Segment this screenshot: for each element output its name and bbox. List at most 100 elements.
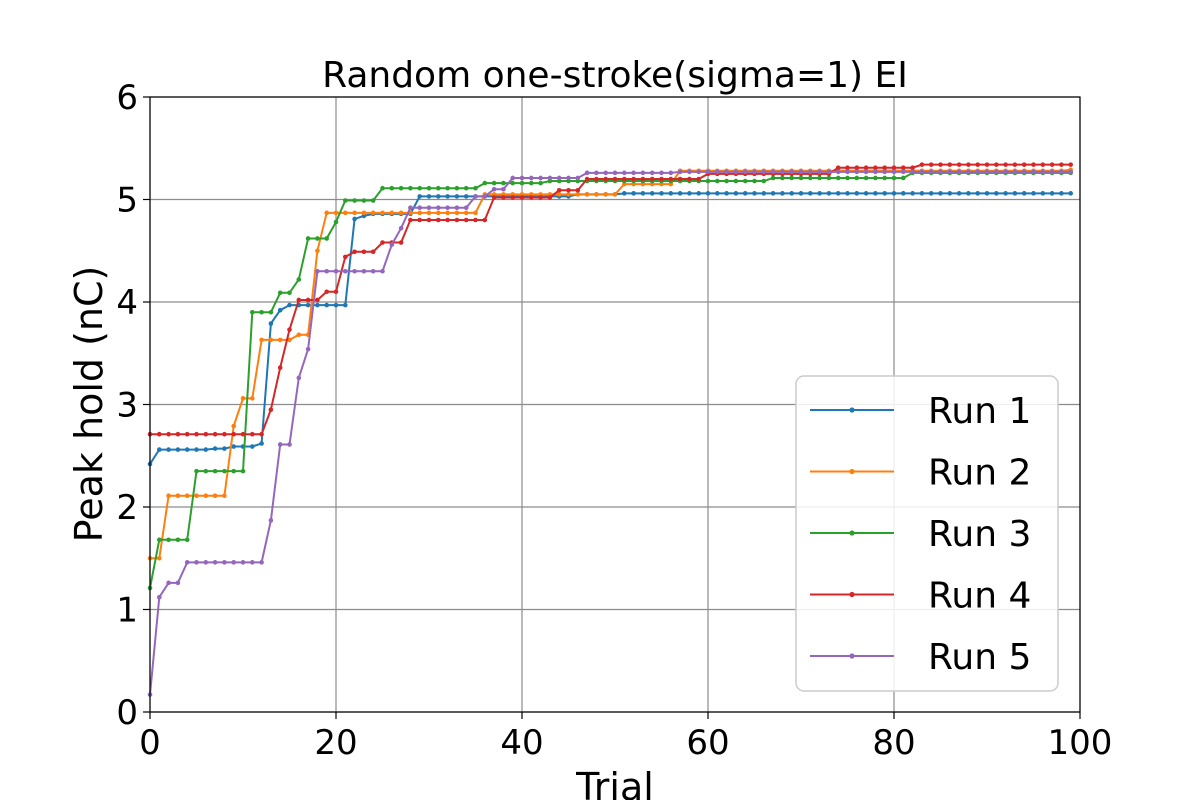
- data-point: [473, 217, 478, 223]
- data-point: [436, 194, 441, 199]
- data-point: [491, 195, 497, 200]
- data-point: [882, 191, 887, 196]
- data-point: [873, 169, 878, 175]
- data-point: [305, 346, 311, 352]
- data-point: [668, 170, 674, 176]
- data-point: [510, 175, 515, 181]
- data-point: [194, 560, 199, 565]
- data-point: [891, 191, 897, 196]
- data-point: [1059, 191, 1064, 196]
- data-point: [1012, 169, 1018, 175]
- data-point: [259, 441, 264, 446]
- data-point: [324, 210, 330, 216]
- y-tick-label: 0: [116, 693, 138, 733]
- y-tick-label: 5: [116, 181, 138, 221]
- data-point: [1031, 191, 1036, 196]
- data-point: [584, 170, 590, 176]
- data-point: [1068, 191, 1073, 196]
- data-point: [835, 169, 841, 175]
- data-point: [463, 217, 469, 223]
- data-point: [687, 191, 692, 196]
- data-point: [631, 170, 636, 176]
- data-point: [463, 205, 469, 210]
- data-point: [1012, 191, 1018, 196]
- data-point: [798, 191, 804, 196]
- data-point: [640, 170, 646, 176]
- data-point: [808, 169, 813, 175]
- data-point: [845, 175, 850, 181]
- data-point: [389, 210, 395, 216]
- data-point: [361, 198, 367, 203]
- data-point: [454, 194, 460, 199]
- data-point: [519, 195, 525, 200]
- data-point: [612, 176, 618, 182]
- y-tick-label: 3: [116, 386, 138, 426]
- data-point: [984, 162, 990, 167]
- data-point: [370, 268, 376, 274]
- data-point: [259, 337, 264, 343]
- data-point: [222, 446, 227, 451]
- data-point: [966, 162, 971, 167]
- data-point: [882, 169, 887, 175]
- data-point: [901, 165, 906, 171]
- data-point: [547, 175, 553, 181]
- data-point: [538, 180, 543, 186]
- data-point: [333, 302, 339, 308]
- data-point: [343, 302, 348, 308]
- x-tick-label: 40: [500, 723, 543, 763]
- data-point: [352, 210, 357, 216]
- data-point: [668, 176, 674, 182]
- data-point: [594, 192, 599, 197]
- data-point: [231, 423, 236, 429]
- data-point: [724, 178, 729, 184]
- data-point: [417, 205, 423, 210]
- data-point: [696, 169, 701, 175]
- data-point: [268, 309, 274, 315]
- data-point: [845, 165, 850, 171]
- data-point: [501, 186, 506, 192]
- x-tick-label: 20: [314, 723, 357, 763]
- data-point: [733, 178, 739, 184]
- data-point: [352, 249, 357, 255]
- data-point: [891, 169, 897, 175]
- data-point: [649, 176, 655, 182]
- data-point: [994, 191, 999, 196]
- data-point: [408, 217, 413, 223]
- data-point: [882, 165, 887, 171]
- ticks: 0 20 40 60 80 100 0 1 2 3 4 5 6: [116, 78, 1112, 763]
- data-point: [380, 240, 385, 245]
- data-point: [482, 217, 488, 223]
- legend-swatch-marker: [849, 407, 855, 413]
- data-point: [687, 169, 692, 175]
- data-point: [715, 169, 720, 175]
- data-point: [770, 191, 776, 196]
- data-point: [1003, 169, 1008, 175]
- data-point: [277, 290, 283, 296]
- data-point: [826, 169, 832, 175]
- data-point: [194, 447, 199, 452]
- data-point: [1012, 162, 1018, 167]
- data-point: [277, 365, 283, 370]
- data-point: [798, 175, 804, 181]
- data-point: [445, 210, 450, 216]
- data-point: [705, 178, 711, 184]
- data-point: [733, 169, 739, 175]
- data-point: [380, 210, 385, 216]
- data-point: [808, 191, 813, 196]
- data-point: [231, 444, 236, 449]
- data-point: [622, 170, 627, 176]
- data-point: [240, 468, 246, 474]
- data-point: [268, 337, 274, 343]
- legend-swatch-marker: [849, 530, 855, 536]
- data-point: [352, 198, 357, 203]
- data-point: [798, 169, 804, 175]
- data-point: [956, 169, 962, 175]
- legend-swatch-marker: [849, 591, 855, 598]
- data-point: [175, 447, 181, 452]
- legend-item: Run 2: [810, 453, 1031, 494]
- data-point: [575, 192, 581, 197]
- data-point: [398, 185, 404, 191]
- data-point: [556, 175, 562, 181]
- data-point: [389, 242, 395, 247]
